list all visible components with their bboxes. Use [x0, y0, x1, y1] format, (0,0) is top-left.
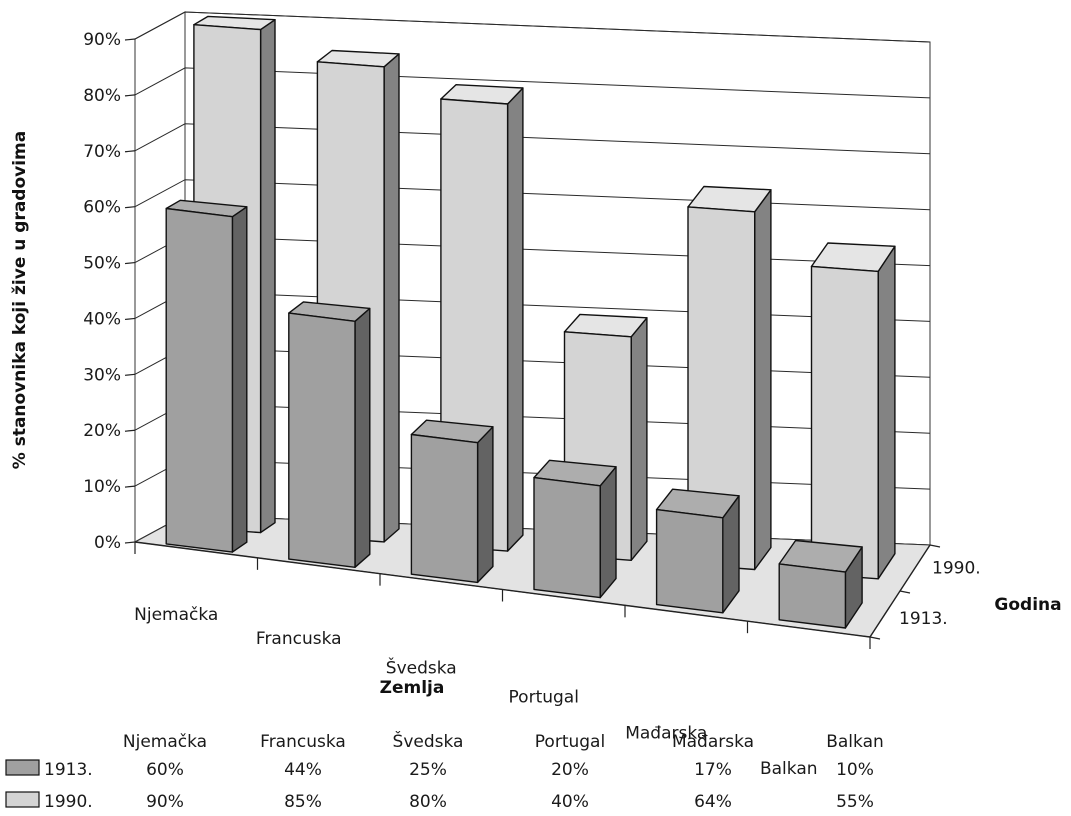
bar-side-face [259, 19, 276, 534]
table-header: Francuska [260, 732, 346, 752]
bar-front-face [288, 312, 356, 568]
bar-side-face [754, 189, 772, 571]
bars [165, 15, 896, 629]
y-tick-mark [124, 150, 136, 153]
table-cell: 80% [409, 792, 447, 812]
legend-swatch [5, 791, 40, 808]
table-cell: 90% [146, 792, 184, 812]
y-tick-label: 30% [83, 365, 121, 385]
y-tick-label: 10% [83, 477, 121, 497]
y-tick-label: 70% [83, 142, 121, 162]
y-tick-mark [124, 373, 136, 376]
gridline [134, 11, 931, 43]
category-label: Portugal [509, 687, 579, 707]
depth-tick-mark [929, 544, 941, 548]
labels: 0% 10% 20% 30% 40% 50% 60% 70% 80% 90% Njemačka Fra… [10, 30, 1062, 779]
table-cell: 60% [146, 760, 184, 780]
axes [124, 38, 941, 649]
bar [687, 185, 772, 571]
y-tick-label: 20% [83, 421, 121, 441]
bar [778, 539, 863, 629]
bar-front-face [655, 508, 724, 614]
y-tick-label: 90% [83, 30, 121, 50]
bar-front-face [165, 207, 234, 553]
category-label: Švedska [386, 657, 457, 679]
bar-side-face [383, 53, 400, 543]
gridline [134, 123, 931, 155]
series-depth-label: 1990. [932, 558, 981, 578]
y-tick-mark [124, 206, 136, 209]
bar-side-face [231, 206, 248, 553]
y-tick-mark [124, 541, 136, 544]
y-tick-label: 60% [83, 198, 121, 218]
depth-tick-mark [869, 636, 881, 640]
gridline [134, 179, 931, 211]
table-header: Mađarska [672, 732, 754, 752]
bar-side-face [599, 466, 617, 599]
legend-label: 1990. [44, 792, 93, 812]
table-cell: 64% [694, 792, 732, 812]
bar-side-face [354, 307, 371, 568]
bar-front-face [810, 265, 879, 580]
gridline [134, 67, 931, 99]
bar-front-face [778, 563, 847, 629]
depth-tick-mark [899, 590, 911, 594]
table-cell: 17% [694, 760, 732, 780]
table-cell: 40% [551, 792, 589, 812]
y-tick-mark [124, 38, 136, 41]
table-cell: 10% [836, 760, 874, 780]
category-label: Njemačka [134, 605, 218, 625]
y-tick-mark [124, 429, 136, 432]
bar [288, 301, 371, 568]
y-tick-mark [124, 317, 136, 321]
y-tick-mark [124, 261, 136, 265]
table-cell: 55% [836, 792, 874, 812]
y-tick-label: 40% [83, 309, 121, 329]
category-label: Francuska [256, 629, 342, 649]
series-depth-label: 1913. [899, 609, 948, 629]
y-tick-label: 50% [83, 254, 121, 274]
data-table: Njemačka Francuska Švedska Portugal Mađarska… [5, 730, 884, 812]
y-tick-mark [124, 485, 136, 488]
y-tick-mark [124, 94, 136, 97]
table-header: Balkan [826, 732, 884, 752]
category-label: Balkan [760, 759, 818, 779]
y-tick-label: 80% [83, 86, 121, 106]
x-axis-title: Zemlja [380, 678, 445, 698]
bar-front-face [410, 433, 479, 584]
category-label: Mađarska [625, 723, 707, 743]
bar-side-face [877, 245, 896, 580]
bar [533, 459, 617, 599]
bar-front-face [533, 476, 601, 599]
table-cell: 85% [284, 792, 322, 812]
bar-side-face [630, 317, 648, 561]
table-header: Njemačka [123, 732, 207, 752]
bar [410, 419, 494, 584]
bar [810, 242, 896, 580]
bar-side-face [506, 87, 524, 552]
depth-axis-title: Godina [994, 595, 1061, 615]
legend-swatch [5, 759, 40, 776]
y-axis-title: % stanovnika koji žive u gradovima [10, 131, 30, 470]
table-cell: 44% [284, 760, 322, 780]
y-tick-label: 0% [94, 533, 121, 553]
bar [655, 488, 740, 614]
bar-side-face [476, 426, 494, 584]
table-cell: 20% [551, 760, 589, 780]
table-cell: 25% [409, 760, 447, 780]
bar [165, 199, 248, 553]
table-header: Portugal [535, 732, 605, 752]
table-header: Švedska [393, 730, 464, 752]
legend-label: 1913. [44, 760, 93, 780]
